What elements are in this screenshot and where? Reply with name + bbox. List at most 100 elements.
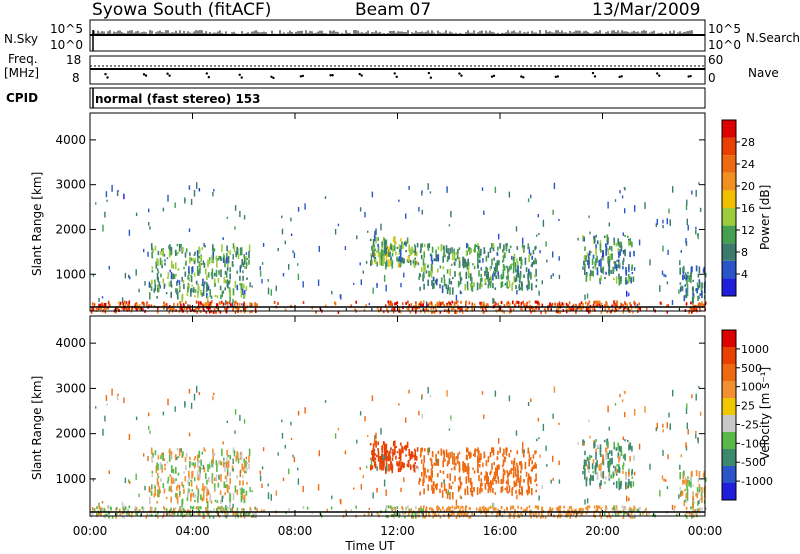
data-cell — [374, 253, 377, 257]
data-cell — [136, 512, 138, 516]
data-cell — [666, 310, 668, 314]
data-cell — [216, 464, 218, 472]
data-cell — [414, 462, 416, 465]
data-cell — [385, 505, 387, 509]
data-cell — [481, 277, 483, 282]
data-cell — [239, 211, 241, 217]
data-cell — [127, 508, 129, 512]
colorbar-swatch — [722, 347, 736, 364]
data-cell — [256, 303, 258, 307]
data-cell — [474, 246, 476, 253]
data-cell — [172, 265, 174, 268]
data-cell — [485, 266, 487, 274]
data-cell — [501, 260, 504, 263]
data-cell — [190, 492, 193, 498]
data-cell — [427, 183, 429, 190]
data-cell — [467, 467, 470, 475]
data-cell — [200, 460, 202, 466]
data-cell — [506, 470, 508, 473]
freq-dip — [270, 75, 273, 78]
data-cell — [638, 302, 641, 306]
data-cell — [381, 446, 383, 451]
freq-dip — [207, 75, 211, 79]
data-cell — [123, 515, 125, 519]
data-cell — [698, 486, 701, 492]
data-cell — [370, 253, 372, 256]
data-cell — [446, 390, 448, 397]
data-cell — [448, 304, 450, 308]
data-cell — [410, 451, 413, 456]
data-cell — [149, 430, 151, 434]
data-cell — [172, 478, 174, 484]
data-cell — [406, 463, 409, 467]
data-cell — [229, 471, 231, 477]
data-cell — [188, 476, 190, 481]
data-cell — [517, 477, 520, 482]
data-cell — [599, 243, 602, 251]
data-cell — [243, 458, 245, 463]
data-cell — [531, 467, 533, 472]
data-cell — [198, 391, 201, 396]
data-cell — [416, 261, 418, 264]
data-cell — [580, 507, 582, 511]
data-cell — [159, 490, 161, 494]
data-cell — [391, 308, 393, 312]
data-cell — [527, 243, 530, 248]
data-cell — [105, 191, 108, 198]
data-cell — [173, 303, 175, 306]
data-cell — [384, 251, 386, 255]
data-cell — [282, 273, 285, 277]
data-cell — [457, 485, 460, 492]
data-cell — [577, 237, 579, 241]
data-cell — [686, 488, 689, 494]
data-cell — [607, 237, 609, 244]
data-cell — [514, 264, 517, 273]
data-cell — [345, 509, 347, 513]
data-cell — [220, 269, 222, 278]
data-cell — [479, 482, 482, 491]
data-cell — [337, 427, 340, 431]
data-cell — [220, 509, 222, 513]
data-cell — [569, 515, 572, 519]
data-cell — [430, 458, 433, 466]
data-cell — [400, 450, 402, 455]
data-cell — [146, 513, 149, 517]
data-cell — [683, 265, 685, 272]
data-cell — [219, 490, 222, 495]
data-cell — [690, 301, 692, 305]
data-cell — [184, 513, 186, 517]
data-cell — [492, 447, 495, 452]
data-cell — [194, 462, 196, 467]
data-cell — [541, 508, 544, 512]
data-cell — [414, 257, 416, 260]
data-cell — [424, 448, 426, 452]
data-cell — [99, 303, 102, 307]
data-cell — [431, 303, 433, 307]
data-cell — [457, 280, 460, 288]
data-cell — [613, 445, 616, 450]
data-cell — [456, 459, 459, 464]
data-cell — [698, 386, 700, 389]
data-cell — [242, 262, 245, 267]
data-cell — [148, 208, 150, 213]
data-cell — [186, 512, 188, 516]
data-cell — [164, 262, 166, 266]
data-cell — [629, 251, 631, 258]
data-cell — [228, 301, 231, 305]
data-cell — [420, 254, 423, 260]
data-cell — [389, 302, 391, 306]
data-cell — [542, 515, 544, 519]
data-cell — [585, 308, 588, 312]
data-cell — [245, 255, 247, 263]
data-cell — [393, 450, 396, 456]
data-cell — [179, 491, 181, 495]
data-cell — [458, 477, 460, 481]
data-cell — [371, 450, 373, 455]
data-cell — [672, 186, 674, 193]
data-cell — [190, 480, 193, 487]
data-cell — [179, 301, 181, 305]
data-cell — [442, 266, 445, 270]
data-cell — [630, 515, 632, 519]
data-cell — [498, 438, 500, 444]
data-cell — [422, 303, 424, 307]
